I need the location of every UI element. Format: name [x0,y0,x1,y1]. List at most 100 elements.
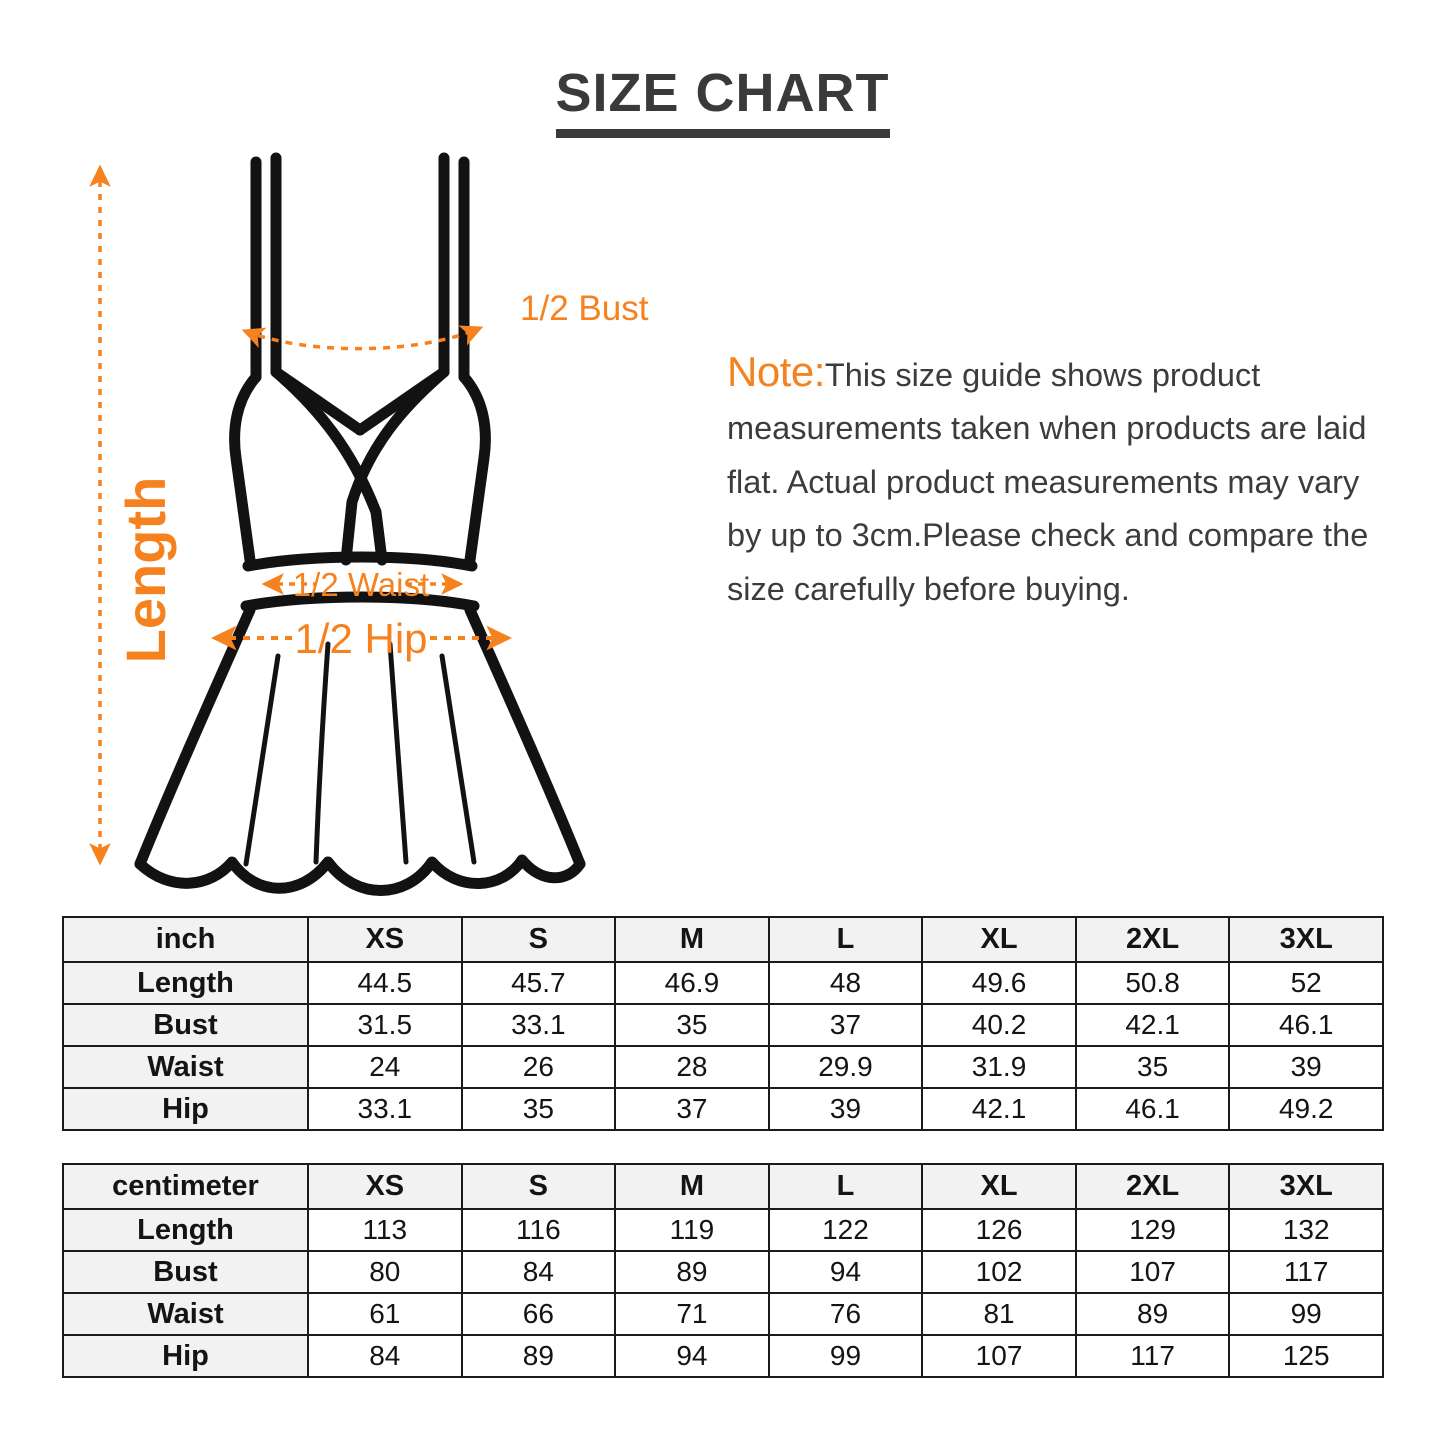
table-row: Length 44.5 45.7 46.9 48 49.6 50.8 52 [62,961,1384,1005]
cell-length-2xl: 129 [1074,1208,1231,1252]
size-header-3xl: 3XL [1228,1163,1384,1210]
cell-hip-m: 37 [614,1087,770,1131]
cell-bust-l: 37 [767,1003,924,1047]
row-label-bust: Bust [62,1250,309,1294]
cell-bust-xs: 31.5 [307,1003,463,1047]
cell-waist-m: 71 [614,1292,770,1336]
length-label: Length [114,477,177,664]
cell-waist-2xl: 35 [1074,1045,1231,1089]
size-header-xl: XL [921,916,1077,963]
hip-label: 1/2 Hip [294,615,427,662]
cell-hip-2xl: 46.1 [1074,1087,1231,1131]
note-body-text: This size guide shows product measuremen… [727,356,1369,607]
cell-hip-s: 89 [460,1334,617,1378]
cell-length-s: 116 [460,1208,617,1252]
cell-hip-m: 94 [614,1334,770,1378]
cell-waist-xl: 31.9 [921,1045,1077,1089]
waist-label: 1/2 Waist [293,566,429,603]
cell-waist-xs: 24 [307,1045,463,1089]
dress-outline-shape [229,152,491,612]
table-header-row: centimeter XS S M L XL 2XL 3XL [62,1163,1384,1210]
skirt-pleat-lines [243,641,477,867]
cell-waist-l: 76 [767,1292,924,1336]
cell-length-3xl: 132 [1228,1208,1384,1252]
unit-header-centimeter: centimeter [62,1163,309,1210]
size-header-xl: XL [921,1163,1077,1210]
cell-length-xs: 44.5 [307,961,463,1005]
size-table-centimeter: centimeter XS S M L XL 2XL 3XL Length 11… [62,1163,1384,1378]
note-block: Note:This size guide shows product measu… [727,312,1397,649]
size-header-s: S [460,916,617,963]
cell-length-m: 119 [614,1208,770,1252]
cell-bust-xl: 102 [921,1250,1077,1294]
page-title: SIZE CHART [0,66,1445,138]
cell-hip-s: 35 [460,1087,617,1131]
table-row: Bust 31.5 33.1 35 37 40.2 42.1 46.1 [62,1003,1384,1047]
bust-label: 1/2 Bust [520,289,649,328]
row-label-waist: Waist [62,1292,309,1336]
cell-length-2xl: 50.8 [1074,961,1231,1005]
row-label-waist: Waist [62,1045,309,1089]
row-label-hip: Hip [62,1334,309,1378]
cell-hip-xl: 42.1 [921,1087,1077,1131]
cell-hip-l: 39 [767,1087,924,1131]
cell-bust-s: 33.1 [460,1003,617,1047]
table-row: Length 113 116 119 122 126 129 132 [62,1208,1384,1252]
cell-length-xl: 49.6 [921,961,1077,1005]
cell-length-xs: 113 [307,1208,463,1252]
cell-bust-xl: 40.2 [921,1003,1077,1047]
size-header-m: M [614,916,770,963]
cell-bust-xs: 80 [307,1250,463,1294]
page-title-text: SIZE CHART [555,66,890,138]
dress-illustration: Length 1/2 Bust 1/2 Waist 1/2 Hip [60,140,700,910]
row-label-length: Length [62,1208,309,1252]
cell-waist-3xl: 99 [1228,1292,1384,1336]
cell-bust-2xl: 107 [1074,1250,1231,1294]
cell-bust-2xl: 42.1 [1074,1003,1231,1047]
cell-length-s: 45.7 [460,961,617,1005]
row-label-bust: Bust [62,1003,309,1047]
cell-hip-l: 99 [767,1334,924,1378]
cell-hip-2xl: 117 [1074,1334,1231,1378]
cell-bust-3xl: 46.1 [1228,1003,1384,1047]
size-header-xs: XS [307,916,463,963]
size-header-2xl: 2XL [1074,1163,1231,1210]
cell-hip-xl: 107 [921,1334,1077,1378]
cell-bust-3xl: 117 [1228,1250,1384,1294]
cell-waist-l: 29.9 [767,1045,924,1089]
table-header-row: inch XS S M L XL 2XL 3XL [62,916,1384,963]
size-header-2xl: 2XL [1074,916,1231,963]
cell-waist-xl: 81 [921,1292,1077,1336]
cell-hip-xs: 84 [307,1334,463,1378]
cell-waist-m: 28 [614,1045,770,1089]
cell-bust-m: 35 [614,1003,770,1047]
cell-bust-l: 94 [767,1250,924,1294]
cell-waist-2xl: 89 [1074,1292,1231,1336]
unit-header-inch: inch [62,916,309,963]
cell-hip-3xl: 125 [1228,1334,1384,1378]
cell-bust-m: 89 [614,1250,770,1294]
size-header-m: M [614,1163,770,1210]
row-label-length: Length [62,961,309,1005]
bust-dimension-arrow [241,325,484,351]
size-header-3xl: 3XL [1228,916,1384,963]
cell-hip-3xl: 49.2 [1228,1087,1384,1131]
cell-length-3xl: 52 [1228,961,1384,1005]
cell-length-l: 122 [767,1208,924,1252]
note-label: Note: [727,347,825,395]
size-header-xs: XS [307,1163,463,1210]
table-row: Waist 61 66 71 76 81 89 99 [62,1292,1384,1336]
table-row: Waist 24 26 28 29.9 31.9 35 39 [62,1045,1384,1089]
note-paragraph: Note:This size guide shows product measu… [727,345,1397,617]
size-header-s: S [460,1163,617,1210]
table-row: Bust 80 84 89 94 102 107 117 [62,1250,1384,1294]
cell-waist-s: 26 [460,1045,617,1089]
cell-waist-s: 66 [460,1292,617,1336]
size-header-l: L [767,916,924,963]
cell-length-xl: 126 [921,1208,1077,1252]
size-table-inch: inch XS S M L XL 2XL 3XL Length 44.5 45.… [62,916,1384,1131]
cell-bust-s: 84 [460,1250,617,1294]
row-label-hip: Hip [62,1087,309,1131]
cell-waist-3xl: 39 [1228,1045,1384,1089]
